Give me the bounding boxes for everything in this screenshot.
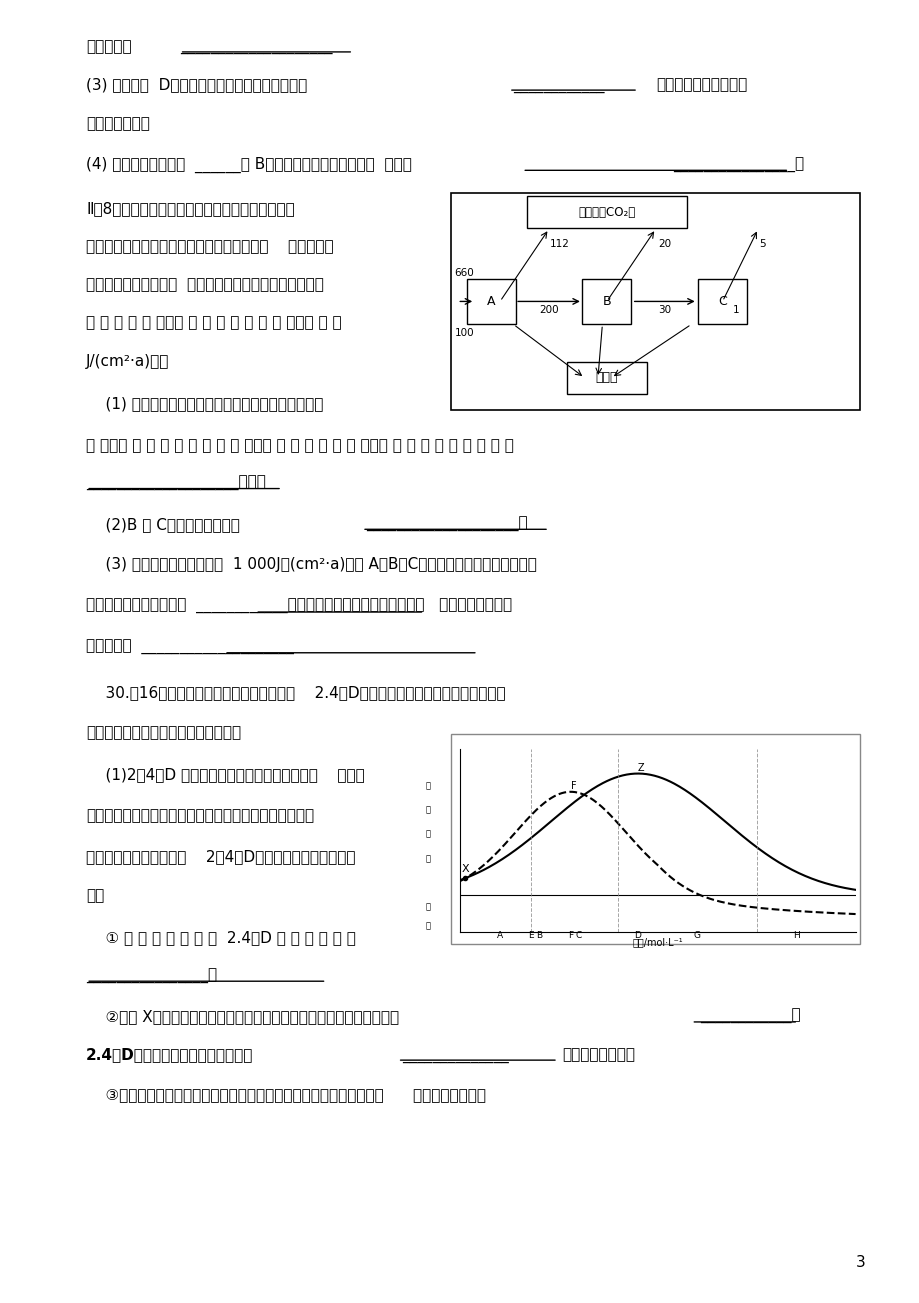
Text: F: F [568, 930, 573, 939]
Text: 示。: 示。 [86, 889, 105, 903]
甲 [632, 766, 643, 782]
Text: F: F [570, 782, 576, 791]
Text: A: A [496, 930, 502, 939]
Text: ________________。: ________________。 [86, 968, 217, 984]
Text: G: G [693, 930, 700, 939]
甲 [690, 791, 701, 807]
Text: 制: 制 [425, 921, 430, 930]
Line: 乙: 乙 [460, 792, 855, 915]
乙 [454, 873, 465, 889]
Text: (3) 乙图中的  D点所对应的时刻，光合作用的速率: (3) 乙图中的 D点所对应的时刻，光合作用的速率 [86, 77, 307, 93]
Text: Ⅱ（8分）为了更好的利用野生植物资源，某生态示: Ⅱ（8分）为了更好的利用野生植物资源，某生态示 [86, 201, 295, 216]
乙 [689, 885, 700, 900]
Text: 112: 112 [550, 240, 569, 249]
Text: C: C [575, 930, 581, 939]
Text: 分解者: 分解者 [595, 371, 618, 384]
甲 [455, 872, 466, 887]
乙 [455, 873, 466, 889]
Bar [466, 279, 515, 323]
乙 [813, 904, 824, 920]
Text: 占其同化量比例最高的是  ____________营养级，从能量流动的角度分析，   造成这种现象的最: 占其同化量比例最高的是 ____________营养级，从能量流动的角度分析， … [86, 599, 512, 615]
Text: X: X [461, 864, 469, 874]
Text: H: H [792, 930, 799, 939]
Text: 5: 5 [758, 240, 766, 249]
甲 [789, 864, 800, 880]
Text: （大于、等于或小于）: （大于、等于或小于） [655, 77, 746, 93]
Text: (2)B 到 C的能量传递效率为: (2)B 到 C的能量传递效率为 [86, 517, 240, 532]
Text: 的 关 系 模 式 图（图 中 数 字 为 能 量 数 值，单 位 是: 的 关 系 模 式 图（图 中 数 字 为 能 量 数 值，单 位 是 [86, 315, 342, 331]
Text: 2.4－D作为除草剂的最佳使用浓度是: 2.4－D作为除草剂的最佳使用浓度是 [86, 1048, 254, 1062]
甲 [698, 796, 709, 812]
甲 [813, 873, 824, 889]
Text: 200: 200 [539, 305, 558, 315]
甲 [689, 790, 700, 805]
Text: 20: 20 [657, 240, 671, 249]
Text: (1)2，4－D 是一种最早应用的选择性除草剂，    在农业: (1)2，4－D 是一种最早应用的选择性除草剂， 在农业 [86, 767, 365, 783]
Text: 100: 100 [454, 328, 474, 339]
乙 [849, 907, 860, 923]
Text: ______________: ______________ [402, 1048, 508, 1062]
Line: 甲: 甲 [460, 774, 855, 890]
Text: ________________。: ________________。 [673, 158, 804, 173]
Text: D: D [634, 930, 641, 939]
乙 [789, 903, 800, 919]
Text: E: E [528, 930, 533, 939]
甲 [849, 882, 860, 898]
Bar [450, 735, 859, 945]
乙 [698, 889, 709, 904]
Text: 促: 促 [425, 782, 430, 790]
甲 [454, 872, 465, 887]
Text: 理效应。它们在生产上的应用很广泛。: 理效应。它们在生产上的应用很广泛。 [86, 726, 241, 740]
Text: Z: Z [638, 764, 644, 773]
Text: 1: 1 [732, 305, 738, 315]
Text: (3) 若生产者固定的能量时  1 000J／(cm²·a)，在 A、B、C三个营养级中，未利用的能量: (3) 若生产者固定的能量时 1 000J／(cm²·a)，在 A、B、C三个营… [86, 558, 537, 572]
Text: ③近几年，媒体经常报道有些农民使用除草剂导致作物绝产的消息。      如是某农民使用的: ③近几年，媒体经常报道有些农民使用除草剂导致作物绝产的消息。 如是某农民使用的 [86, 1087, 485, 1102]
乙 [690, 886, 701, 902]
Text: 660: 660 [454, 268, 474, 279]
Text: (1) 该生态示范区在保持原有植被的同时，引种野生: (1) 该生态示范区在保持原有植被的同时，引种野生 [86, 396, 323, 410]
Text: 30: 30 [657, 305, 671, 315]
Text: 生: 生 [425, 830, 430, 839]
Text: 30.（16分）人工合成的生长素类似物，如    2.4－D、萘乙酸等，具有与生长素相似的生: 30.（16分）人工合成的生长素类似物，如 2.4－D、萘乙酸等，具有与生长素相… [86, 685, 505, 700]
Text: 生产上常用它除去单子叶农作物田间的双子叶杂草。单子: 生产上常用它除去单子叶农作物田间的双子叶杂草。单子 [86, 808, 314, 823]
Text: 主要原因是  ____________________: 主要原因是 ____________________ [86, 640, 294, 655]
Text: ②图中 X点（甲、乙的交点）对应的浓度对于双子叶杂草的作用效果是: ②图中 X点（甲、乙的交点）对应的浓度对于双子叶杂草的作用效果是 [86, 1010, 399, 1024]
Text: 长: 长 [425, 855, 430, 863]
Text: ____________，: ____________， [699, 1010, 800, 1024]
Bar [698, 279, 746, 323]
Bar [450, 193, 859, 409]
Text: 大气中的CO₂库: 大气中的CO₂库 [578, 206, 635, 219]
Text: C: C [718, 294, 726, 308]
Text: (4) 图乙中，在曲线的  ______段 B植物的有机物含量会上升，  理由是: (4) 图乙中，在曲线的 ______段 B植物的有机物含量会上升， 理由是 [86, 158, 412, 173]
Text: 家进行了多年调研后，  绘制的该生态示范区中各成分之间: 家进行了多年调研后， 绘制的该生态示范区中各成分之间 [86, 278, 323, 292]
Text: 机物含量将: 机物含量将 [86, 39, 131, 55]
Text: ____________: ____________ [513, 77, 605, 93]
X-axis label: 浓度/mol·L⁻¹: 浓度/mol·L⁻¹ [631, 937, 683, 947]
Text: ① 从 图 中 可 以 看 出  2.4－D 作 用 的 特 点 是: ① 从 图 中 可 以 看 出 2.4－D 作 用 的 特 点 是 [86, 930, 356, 946]
乙 [565, 784, 576, 800]
Text: B: B [602, 294, 610, 308]
Text: 进: 进 [425, 805, 430, 814]
Text: 葡 萄，满 足 了 人 们 对 自 然 美 景、美 食 等 的 多 种 需 求，这 体 现 了 生 物 多 样 性 的: 葡 萄，满 足 了 人 们 对 自 然 美 景、美 食 等 的 多 种 需 求，… [86, 438, 514, 452]
Text: J/(cm²·a)）。: J/(cm²·a)）。 [86, 353, 169, 369]
Text: ____________________。: ____________________。 [366, 517, 528, 532]
Text: 3: 3 [855, 1255, 865, 1270]
Text: A: A [486, 294, 494, 308]
Text: 抑: 抑 [425, 903, 430, 912]
Text: 呼吸作用速率。: 呼吸作用速率。 [86, 116, 150, 130]
Text: 点所对应的浓度。: 点所对应的浓度。 [562, 1048, 635, 1062]
Text: 叶农作物与双子叶杂草对    2，4－D浓度的反应如右图曲线所: 叶农作物与双子叶杂草对 2，4－D浓度的反应如右图曲线所 [86, 850, 356, 864]
Bar [582, 279, 630, 323]
Text: B: B [536, 930, 541, 939]
Bar [527, 197, 686, 228]
Text: ____________________价值。: ____________________价值。 [86, 476, 266, 491]
Bar [566, 362, 646, 394]
Text: ____________________: ____________________ [179, 39, 332, 55]
Text: 范区在向阳的山坡上种植了一大片野生葡萄。    下图是科学: 范区在向阳的山坡上种植了一大片野生葡萄。 下图是科学 [86, 240, 334, 254]
